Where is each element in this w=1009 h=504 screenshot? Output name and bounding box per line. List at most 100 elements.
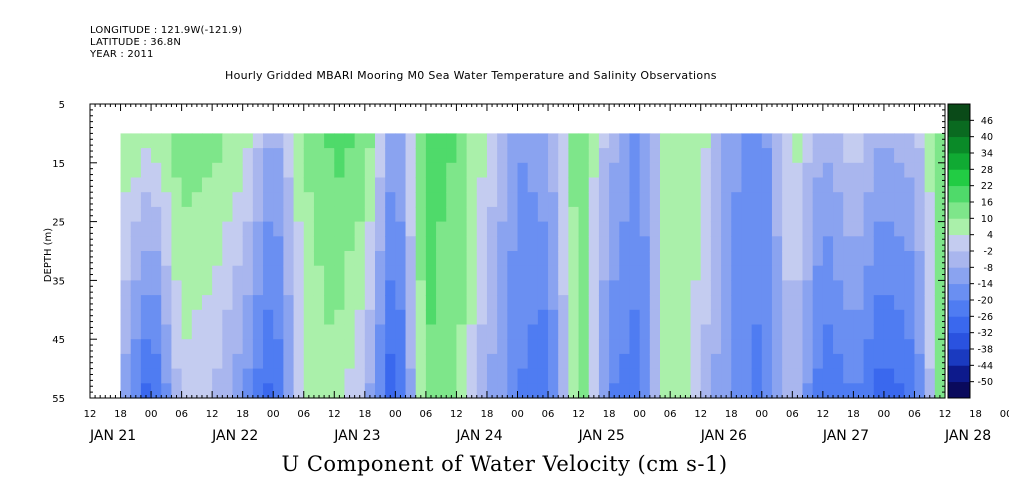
heatmap-cell: [456, 339, 468, 355]
heatmap-cell: [670, 383, 681, 399]
heatmap-cell: [568, 383, 580, 399]
heatmap-cell: [344, 192, 356, 208]
heatmap-cell: [761, 148, 773, 164]
heatmap-cell: [629, 309, 641, 326]
heatmap-cell: [140, 280, 152, 296]
heatmap-cell: [609, 368, 620, 384]
heatmap-cell: [527, 309, 539, 326]
heatmap-cell: [395, 177, 407, 193]
heatmap-cell: [151, 265, 162, 281]
heatmap-cell: [324, 162, 335, 179]
x-date-label: JAN 23: [333, 428, 380, 444]
heatmap-cell: [904, 221, 916, 237]
heatmap-cell: [843, 368, 854, 384]
heatmap-cell: [721, 368, 732, 384]
heatmap-cell: [904, 383, 916, 399]
heatmap-cell: [507, 162, 519, 179]
heatmap-cell: [883, 251, 895, 267]
heatmap-cell: [466, 265, 478, 281]
heatmap-cell: [395, 309, 407, 326]
heatmap-cell: [313, 280, 325, 296]
heatmap-cell: [782, 368, 793, 384]
heatmap-cell: [415, 280, 427, 296]
heatmap-cell: [415, 236, 427, 252]
heatmap-cell: [415, 206, 427, 223]
heatmap-cell: [232, 177, 244, 193]
heatmap-cell: [741, 353, 753, 370]
heatmap-cell: [924, 353, 936, 370]
heatmap-cell: [904, 324, 916, 340]
heatmap-cell: [212, 221, 223, 237]
heatmap-cell: [731, 368, 743, 384]
heatmap-cell: [191, 192, 203, 208]
heatmap-cell: [690, 383, 702, 399]
heatmap-cell: [313, 221, 325, 237]
heatmap-cell: [181, 206, 193, 223]
heatmap-cell: [843, 265, 854, 281]
heatmap-cell: [761, 309, 773, 326]
heatmap-cell: [904, 251, 916, 267]
heatmap-cell: [252, 295, 264, 311]
heatmap-cell: [782, 309, 793, 326]
heatmap-cell: [212, 236, 223, 252]
heatmap-cell: [334, 309, 346, 326]
heatmap-cell: [436, 265, 447, 281]
heatmap-cell: [873, 236, 885, 252]
heatmap-cell: [863, 133, 875, 149]
heatmap-cell: [629, 251, 641, 267]
heatmap-cell: [425, 339, 437, 355]
heatmap-cell: [578, 206, 590, 223]
heatmap-cell: [283, 192, 295, 208]
colorbar-swatch: [948, 316, 970, 334]
heatmap-cell: [201, 309, 213, 326]
heatmap-cell: [537, 177, 549, 193]
heatmap-cell: [344, 177, 356, 193]
heatmap-cell: [578, 236, 590, 252]
heatmap-cell: [242, 309, 254, 326]
heatmap-cell: [649, 339, 661, 355]
heatmap-cell: [934, 177, 946, 193]
heatmap-cell: [405, 133, 417, 149]
heatmap-cell: [558, 353, 569, 370]
heatmap-cell: [680, 383, 692, 399]
heatmap-cell: [151, 295, 162, 311]
heatmap-cell: [354, 339, 366, 355]
heatmap-cell: [710, 162, 722, 179]
heatmap-cell: [609, 206, 620, 223]
heatmap-cell: [934, 353, 946, 370]
heatmap-cell: [263, 251, 274, 267]
heatmap-cell: [181, 192, 193, 208]
heatmap-cell: [731, 309, 743, 326]
heatmap-cell: [273, 251, 284, 267]
heatmap-cell: [914, 133, 926, 149]
heatmap-cell: [812, 265, 824, 281]
heatmap-cell: [578, 309, 590, 326]
heatmap-cell: [212, 251, 223, 267]
heatmap-cell: [263, 162, 274, 179]
heatmap-cell: [181, 133, 193, 149]
heatmap-cell: [161, 148, 173, 164]
heatmap-cell: [568, 148, 580, 164]
heatmap-cell: [792, 177, 804, 193]
heatmap-cell: [161, 339, 173, 355]
heatmap-cell: [436, 236, 447, 252]
heatmap-cell: [476, 162, 488, 179]
heatmap-cell: [863, 162, 875, 179]
heatmap-cell: [303, 133, 315, 149]
heatmap-cell: [405, 162, 417, 179]
colorbar-swatch: [948, 365, 970, 383]
heatmap-cell: [771, 309, 783, 326]
heatmap-cell: [395, 162, 407, 179]
heatmap-cell: [812, 206, 824, 223]
heatmap-cell: [761, 251, 773, 267]
heatmap-cell: [242, 265, 254, 281]
heatmap-cell: [151, 368, 162, 384]
heatmap-cell: [904, 280, 916, 296]
heatmap-cell: [232, 383, 244, 399]
heatmap-cell: [385, 368, 396, 384]
heatmap-cell: [680, 280, 692, 296]
heatmap-cell: [690, 177, 702, 193]
y-axis-title: DEPTH (m): [43, 228, 54, 282]
heatmap-cell: [761, 383, 773, 399]
heatmap-cell: [700, 383, 712, 399]
